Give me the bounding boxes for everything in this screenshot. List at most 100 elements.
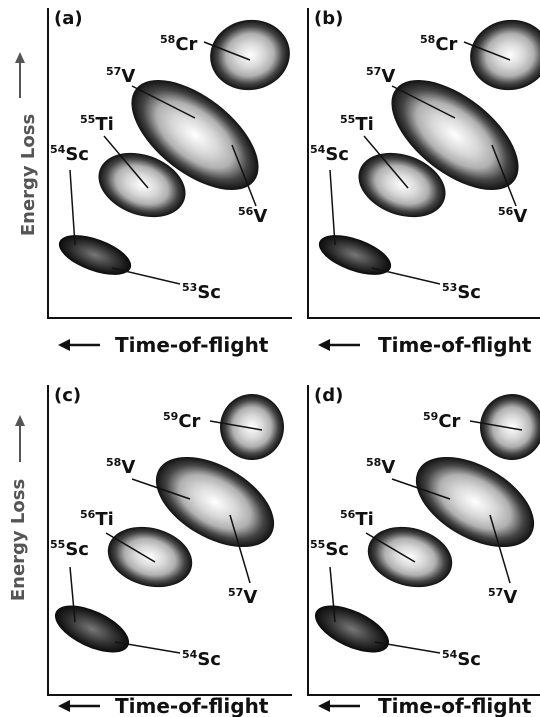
event-cluster bbox=[470, 19, 540, 91]
y-axis-label-bottom: Energy Loss bbox=[8, 479, 29, 601]
mass-number: 56 bbox=[340, 508, 356, 521]
panel-label: (b) bbox=[314, 8, 343, 29]
mass-number: 54 bbox=[442, 648, 458, 661]
mass-number: 53 bbox=[442, 281, 457, 294]
event-cluster bbox=[54, 605, 130, 653]
mass-number: 55 bbox=[80, 113, 95, 126]
event-cluster bbox=[391, 79, 519, 191]
element: V bbox=[381, 457, 395, 478]
isotope-label: 57V bbox=[228, 586, 257, 608]
mass-number: 56 bbox=[498, 205, 514, 218]
mass-number: 56 bbox=[238, 205, 254, 218]
axes bbox=[47, 385, 292, 696]
isotope-label: 55Sc bbox=[310, 538, 349, 560]
isotope-label: 54Sc bbox=[310, 143, 349, 165]
leader-line bbox=[371, 267, 441, 285]
leader-line bbox=[329, 169, 336, 246]
isotope-label: 53Sc bbox=[182, 281, 221, 303]
event-cluster bbox=[314, 605, 390, 653]
mass-number: 57 bbox=[366, 65, 381, 78]
event-cluster bbox=[58, 235, 132, 275]
mass-number: 55 bbox=[50, 538, 65, 551]
element: Ti bbox=[95, 114, 113, 135]
isotope-label: 57V bbox=[366, 65, 395, 87]
mass-number: 58 bbox=[106, 456, 121, 469]
isotope-label: 56V bbox=[238, 205, 267, 227]
element: Sc bbox=[197, 649, 221, 670]
element: V bbox=[121, 457, 135, 478]
element: Sc bbox=[197, 282, 221, 303]
y-axis-label-top: Energy Loss bbox=[18, 114, 39, 236]
event-cluster bbox=[131, 79, 259, 191]
y-arrow bbox=[15, 52, 25, 98]
x-axis-label: Time-of-flight bbox=[378, 333, 532, 357]
event-cluster bbox=[107, 526, 193, 588]
x-axis-label: Time-of-flight bbox=[115, 333, 269, 357]
panel-label: (a) bbox=[54, 8, 83, 29]
mass-number: 59 bbox=[163, 410, 178, 423]
isotope-label: 53Sc bbox=[442, 281, 481, 303]
isotope-label: 56V bbox=[498, 205, 527, 227]
element: Sc bbox=[65, 539, 89, 560]
mass-number: 55 bbox=[310, 538, 325, 551]
leader-line bbox=[374, 641, 441, 654]
mass-number: 59 bbox=[423, 410, 438, 423]
mass-number: 54 bbox=[182, 648, 198, 661]
element: Ti bbox=[355, 509, 373, 530]
element: V bbox=[253, 206, 267, 227]
isotope-label: 56Ti bbox=[340, 508, 374, 530]
leader-line bbox=[463, 41, 511, 61]
isotope-label: 57V bbox=[488, 586, 517, 608]
element: Cr bbox=[438, 411, 460, 432]
leader-line bbox=[229, 514, 251, 584]
leader-line bbox=[469, 420, 523, 431]
event-cluster bbox=[415, 456, 535, 548]
mass-number: 54 bbox=[50, 143, 66, 156]
isotope-label: 54Sc bbox=[182, 648, 221, 670]
leader-line bbox=[365, 532, 416, 563]
leader-line bbox=[103, 135, 149, 189]
element: Ti bbox=[355, 114, 373, 135]
isotope-label: 58Cr bbox=[420, 33, 458, 55]
isotope-label: 55Sc bbox=[50, 538, 89, 560]
leader-line bbox=[131, 478, 191, 500]
leader-line bbox=[363, 135, 409, 189]
isotope-label: 58V bbox=[106, 456, 135, 478]
leader-line bbox=[203, 41, 251, 61]
event-cluster bbox=[318, 235, 392, 275]
event-cluster bbox=[358, 152, 446, 218]
leader-line bbox=[131, 85, 196, 119]
y-arrow bbox=[15, 415, 25, 462]
mass-number: 58 bbox=[420, 33, 435, 46]
leader-line bbox=[105, 532, 156, 563]
mass-number: 57 bbox=[106, 65, 121, 78]
axes bbox=[307, 8, 540, 319]
element: Cr bbox=[435, 34, 457, 55]
leader-line bbox=[391, 478, 451, 500]
element: Ti bbox=[95, 509, 113, 530]
y-axis-label: Energy Loss bbox=[18, 114, 39, 236]
leader-line bbox=[114, 641, 181, 654]
isotope-label: 57V bbox=[106, 65, 135, 87]
leader-line bbox=[491, 144, 517, 207]
event-cluster bbox=[367, 526, 453, 588]
element: V bbox=[121, 66, 135, 87]
mass-number: 53 bbox=[182, 281, 197, 294]
isotope-label: 55Ti bbox=[340, 113, 374, 135]
isotope-label: 56Ti bbox=[80, 508, 114, 530]
isotope-label: 58V bbox=[366, 456, 395, 478]
element: Sc bbox=[325, 144, 349, 165]
x-arrow bbox=[58, 339, 360, 712]
axes bbox=[47, 8, 292, 319]
mass-number: 55 bbox=[340, 113, 355, 126]
element: Sc bbox=[325, 539, 349, 560]
event-cluster bbox=[98, 152, 186, 218]
isotope-label: 54Sc bbox=[50, 143, 89, 165]
isotope-label: 55Ti bbox=[80, 113, 114, 135]
mass-number: 58 bbox=[366, 456, 381, 469]
